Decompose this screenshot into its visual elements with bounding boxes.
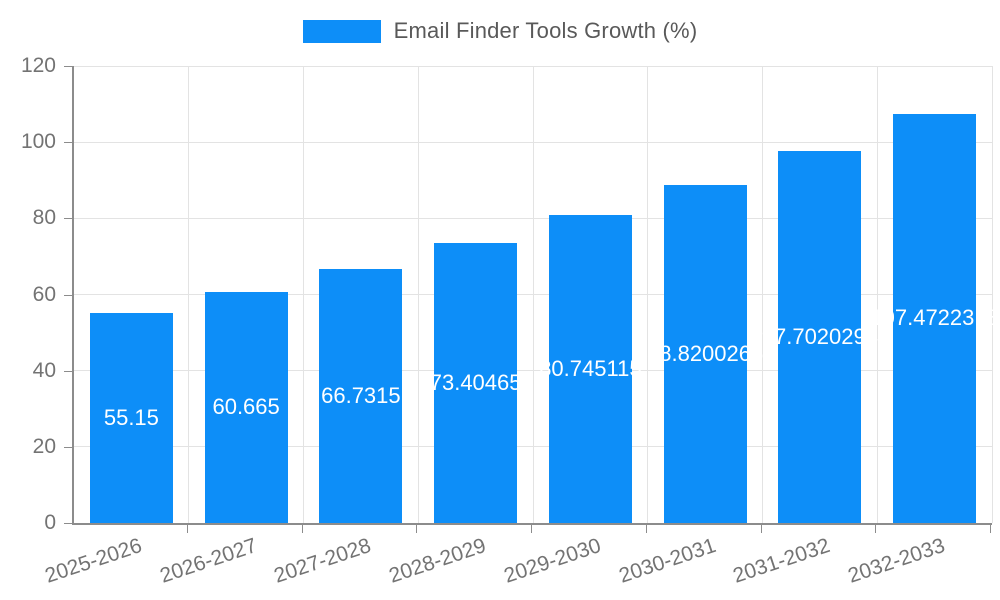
plot-area: 55.15 60.665 66.7315 73.40465 80.745115 88.82… <box>72 65 999 525</box>
y-axis-tick <box>64 142 72 144</box>
x-axis-tick <box>531 525 532 533</box>
y-axis-tick <box>64 370 72 372</box>
bar-value-label: 66.7315 <box>321 382 401 408</box>
x-tick-label: 2026-2027 <box>156 534 260 588</box>
bar-2028-2029 <box>434 243 518 523</box>
legend-label: Email Finder Tools Growth (%) <box>393 18 698 43</box>
x-axis-tick <box>760 525 762 533</box>
legend: Email Finder Tools Growth (%) <box>0 18 1000 44</box>
gridline-vertical <box>188 66 190 523</box>
x-axis-tick <box>990 525 991 533</box>
bar-value-label: 107.4722318 <box>870 305 999 331</box>
y-axis-tick <box>64 294 72 296</box>
gridline-vertical <box>762 66 763 523</box>
bar-value-label: 88.8200265 <box>647 340 764 366</box>
bar-value-label: 73.40465 <box>429 370 522 396</box>
x-axis-tick <box>301 525 303 533</box>
x-tick-label: 2032-2033 <box>845 534 948 588</box>
gridline-vertical <box>303 66 304 523</box>
y-tick-label: 20 <box>32 434 56 458</box>
bar-value-label: 80.745115 <box>539 356 642 382</box>
gridline-vertical <box>532 66 534 523</box>
legend-swatch-icon <box>302 19 381 43</box>
x-tick-label: 2028-2029 <box>386 534 489 588</box>
gridline-vertical <box>417 66 419 523</box>
gridline-vertical <box>647 66 649 523</box>
x-axis-tick <box>186 525 188 533</box>
bar-2027-2028 <box>319 268 403 523</box>
x-tick-label: 2029-2030 <box>501 534 604 588</box>
y-tick-label: 100 <box>20 130 56 154</box>
y-tick-label: 80 <box>32 206 56 230</box>
legend-item[interactable]: Email Finder Tools Growth (%) <box>302 18 698 44</box>
bar-2032-2033 <box>893 113 977 523</box>
bar-2026-2027 <box>204 291 288 523</box>
y-axis-tick <box>64 218 72 220</box>
x-tick-label: 2031-2032 <box>730 534 834 588</box>
y-tick-label: 40 <box>32 358 56 382</box>
y-axis-tick <box>64 523 72 524</box>
x-axis-tick <box>875 525 877 533</box>
x-axis-tick <box>416 525 418 533</box>
bar-2029-2030 <box>548 215 632 523</box>
x-tick-label: 2030-2031 <box>615 534 719 588</box>
y-tick-label: 60 <box>32 282 56 306</box>
y-axis-tick <box>64 446 72 448</box>
bar-value-label: 97.7020294 <box>761 323 878 349</box>
y-tick-label: 0 <box>44 511 56 534</box>
x-tick-label: 2025-2026 <box>42 534 145 588</box>
gridline-vertical <box>876 66 878 523</box>
gridline-vertical <box>991 66 993 523</box>
y-axis-tick <box>64 66 72 67</box>
bar-2025-2026 <box>89 312 173 523</box>
y-tick-label: 120 <box>20 54 56 77</box>
bar-2030-2031 <box>663 184 747 523</box>
bar-2031-2032 <box>778 150 862 523</box>
x-tick-label: 2027-2028 <box>271 534 375 588</box>
bar-value-label: 55.15 <box>103 404 159 430</box>
x-axis-tick <box>645 525 647 533</box>
bar-value-label: 60.665 <box>212 394 280 420</box>
